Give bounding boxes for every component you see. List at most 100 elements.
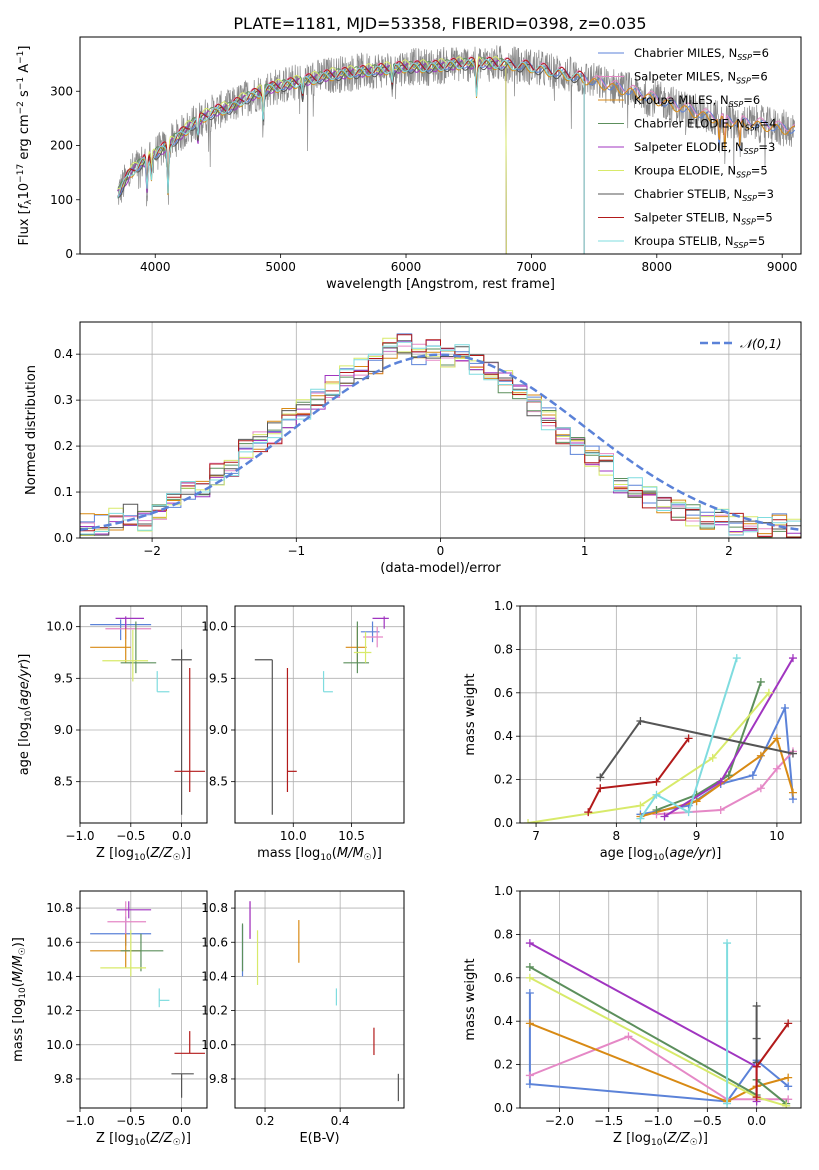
errorbar-point bbox=[120, 621, 157, 674]
chart-layer: 4000 5000 6000 7000 8000 90000100200300Chabri… bbox=[11, 36, 802, 1148]
legend-entry: Salpeter STELIB, NSSP=5 bbox=[634, 211, 773, 227]
weight-point-marker bbox=[788, 749, 797, 758]
legend-entry: Chabrier STELIB, NSSP=3 bbox=[634, 187, 774, 203]
weight-point-marker bbox=[784, 1073, 793, 1082]
errorbar-plot-area bbox=[90, 901, 205, 1098]
x-axis-label: wavelength [Angstrom, rest frame] bbox=[326, 277, 555, 292]
errorbar-point bbox=[100, 930, 147, 977]
x-axis-label: mass [log10(M/M☉)] bbox=[257, 846, 382, 863]
errorbar-point bbox=[171, 1073, 194, 1098]
weight-point-marker bbox=[684, 734, 693, 743]
weight-series-line bbox=[527, 692, 770, 823]
weight-point-marker bbox=[525, 962, 534, 971]
weight-point-marker bbox=[764, 688, 773, 697]
weight-point-marker bbox=[584, 808, 593, 817]
figure-title: PLATE=1181, MJD=53358, FIBERID=0398, z=0… bbox=[233, 14, 646, 33]
x-tick-label: 0.0 bbox=[747, 1114, 766, 1128]
x-tick-label: −2 bbox=[143, 544, 161, 558]
weight-point-marker bbox=[708, 753, 717, 762]
weight-point-marker bbox=[525, 973, 534, 982]
axes-frame bbox=[519, 890, 802, 1109]
y-tick-label: 0.8 bbox=[494, 927, 513, 941]
axes-frame bbox=[234, 890, 405, 1109]
axes-frame bbox=[79, 890, 208, 1109]
weight-point-marker bbox=[652, 777, 661, 786]
x-tick-label: −2.0 bbox=[545, 1114, 574, 1128]
errorbar-point bbox=[90, 619, 152, 641]
x-axis-label: Z [log10(Z/Z☉)] bbox=[96, 846, 191, 863]
weight-point-marker bbox=[772, 734, 781, 743]
x-axis-label: E(B-V) bbox=[299, 1131, 339, 1146]
y-tick-label: 9.8 bbox=[209, 1072, 228, 1086]
errorbar-point bbox=[174, 668, 205, 792]
weight-point-marker bbox=[684, 808, 693, 817]
errorbar-point bbox=[174, 1031, 205, 1054]
weight-point-marker bbox=[525, 939, 534, 948]
weight-plot-area bbox=[524, 654, 797, 823]
weight-point-marker bbox=[788, 654, 797, 663]
x-tick-label: −1.0 bbox=[643, 1114, 672, 1128]
observed-spectrum bbox=[117, 45, 796, 207]
x-tick-label: 0.4 bbox=[331, 1114, 350, 1128]
y-axis-label: Normed distribution bbox=[24, 365, 39, 495]
legend-entry: Kroupa ELODIE, NSSP=5 bbox=[634, 164, 768, 180]
weight-point-marker bbox=[525, 1080, 534, 1089]
errorbar-point bbox=[102, 629, 149, 682]
weight-series-line bbox=[529, 942, 758, 1102]
weight-point-marker bbox=[752, 1093, 761, 1102]
axes-frame bbox=[79, 36, 802, 255]
residual-histogram: −2 −1 0 1 2 0.0 0.1 0.2 0.3 0.4 𝒩(0,1) (data-model)… bbox=[24, 321, 802, 576]
weight-point-marker bbox=[660, 812, 669, 821]
weight-point-marker bbox=[596, 773, 605, 782]
errorbar-point bbox=[105, 620, 152, 640]
model-spectrum-line bbox=[117, 56, 507, 254]
y-tick-label: 10.0 bbox=[46, 620, 73, 634]
weight-point-marker bbox=[772, 764, 781, 773]
errorbar-point bbox=[360, 621, 380, 643]
x-tick-label: 0.0 bbox=[172, 1114, 191, 1128]
y-tick-label: 100 bbox=[50, 193, 73, 207]
x-tick-label: 8 bbox=[613, 829, 621, 843]
y-tick-label: 0.2 bbox=[494, 773, 513, 787]
y-tick-label: 0.0 bbox=[494, 816, 513, 830]
errorbar-point bbox=[90, 916, 152, 946]
x-tick-label: 2 bbox=[725, 544, 733, 558]
y-tick-label: 10.8 bbox=[46, 901, 73, 915]
y-tick-label: 10.0 bbox=[46, 1038, 73, 1052]
weight-series-line bbox=[639, 657, 738, 820]
weight-point-marker bbox=[636, 801, 645, 810]
y-tick-label: 10.4 bbox=[46, 969, 73, 983]
weight-point-marker bbox=[752, 1062, 761, 1071]
weight-point-marker bbox=[723, 939, 732, 948]
y-tick-label: 1.0 bbox=[494, 884, 513, 898]
age-vs-Z-panel: −1.0 −0.5 0.0 8.5 9.0 9.5 10.0 Z [log10(Z/Z☉)] a… bbox=[17, 605, 208, 863]
x-tick-label: −1.0 bbox=[65, 829, 94, 843]
legend-entry: Chabrier ELODIE, NSSP=4 bbox=[634, 117, 776, 133]
weight-vs-age-panel: 7 8 9 10 0.0 0.2 0.4 0.6 0.8 1.0 age [log10(age/yr… bbox=[463, 599, 802, 863]
weight-point-marker bbox=[756, 784, 765, 793]
x-axis-label: Z [log10(Z/Z☉)] bbox=[96, 1131, 191, 1148]
y-axis-label: mass weight bbox=[463, 673, 478, 755]
weight-plot-area bbox=[525, 939, 793, 1108]
y-tick-label: 0.4 bbox=[494, 1014, 513, 1028]
errorbar-point bbox=[158, 988, 170, 1008]
weight-point-marker bbox=[624, 1032, 633, 1041]
x-tick-label: 9 bbox=[693, 829, 701, 843]
errorbar-point bbox=[363, 626, 384, 648]
weight-point-marker bbox=[636, 717, 645, 726]
y-tick-label: 0.1 bbox=[54, 485, 73, 499]
age-vs-mass-panel: 10.0 10.5 8.5 9.0 9.5 10.0 mass [log10(M/M☉)] bbox=[201, 605, 405, 863]
y-tick-label: 0.6 bbox=[494, 971, 513, 985]
y-tick-label: 300 bbox=[50, 84, 73, 98]
y-axis-label: age [log10(age/yr)] bbox=[17, 654, 34, 776]
y-tick-label: 200 bbox=[50, 139, 73, 153]
y-tick-label: 0.0 bbox=[54, 531, 73, 545]
residual-step-series bbox=[80, 337, 801, 538]
y-tick-label: 9.0 bbox=[54, 723, 73, 737]
y-tick-label: 0.6 bbox=[494, 686, 513, 700]
weight-point-marker bbox=[756, 677, 765, 686]
gaussian-curve bbox=[80, 353, 801, 532]
x-tick-label: 5000 bbox=[265, 260, 296, 274]
errorbar-plot-area bbox=[241, 901, 399, 1102]
